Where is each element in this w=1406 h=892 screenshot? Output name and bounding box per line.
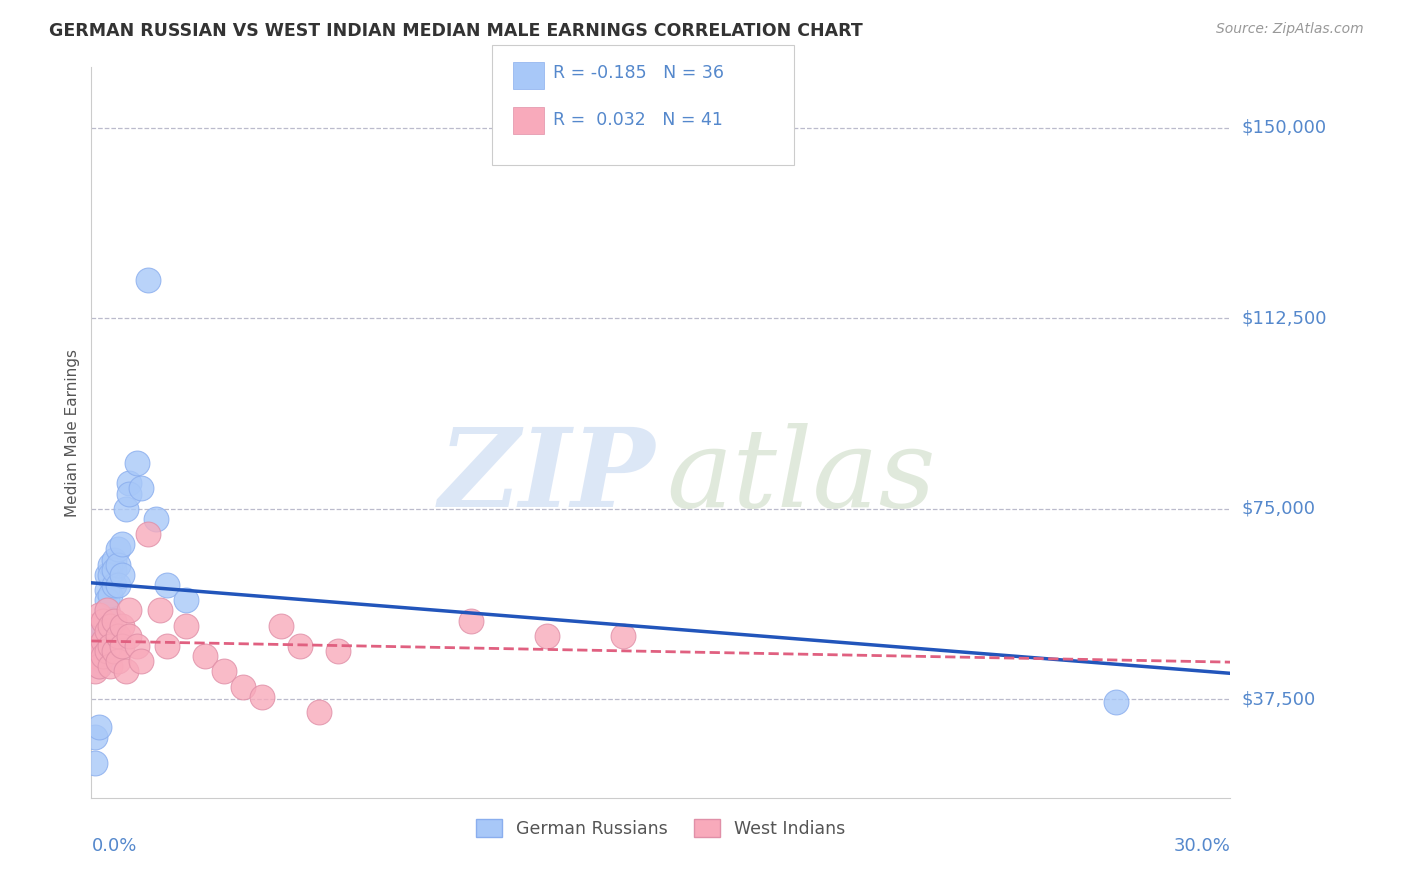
Point [87, 659, 110, 673]
Point [91, 654, 114, 668]
Point [98, 659, 121, 673]
Point [91, 639, 114, 653]
Point [250, 690, 273, 704]
Point [232, 680, 254, 694]
Point [84, 618, 107, 632]
Point [103, 644, 125, 658]
Point [96, 583, 118, 598]
Text: $37,500: $37,500 [1241, 690, 1316, 708]
Point [84, 756, 107, 770]
Text: Source: ZipAtlas.com: Source: ZipAtlas.com [1216, 22, 1364, 37]
Point [149, 603, 172, 617]
Y-axis label: Median Male Earnings: Median Male Earnings [65, 349, 80, 516]
Point [1105, 695, 1128, 709]
Point [107, 629, 129, 643]
Point [91, 618, 114, 632]
Point [118, 629, 141, 643]
Text: $150,000: $150,000 [1241, 119, 1326, 136]
Point [98, 639, 121, 653]
Point [156, 639, 179, 653]
Point [214, 665, 236, 679]
Point [194, 649, 217, 664]
Point [114, 665, 136, 679]
Point [103, 614, 125, 628]
Point [91, 633, 114, 648]
Text: 0.0%: 0.0% [91, 838, 136, 855]
Point [84, 665, 107, 679]
Point [96, 644, 118, 658]
Text: $112,500: $112,500 [1241, 310, 1327, 327]
Point [98, 614, 121, 628]
Text: R = -0.185   N = 36: R = -0.185 N = 36 [553, 64, 724, 82]
Point [87, 608, 110, 623]
Point [156, 578, 179, 592]
Point [125, 639, 148, 653]
Point [107, 578, 129, 592]
Point [87, 629, 110, 643]
Point [138, 527, 160, 541]
Point [96, 624, 118, 638]
Point [98, 588, 121, 602]
Point [270, 618, 292, 632]
Point [98, 618, 121, 632]
Point [96, 603, 118, 617]
Point [118, 603, 141, 617]
Point [145, 512, 167, 526]
Point [84, 649, 107, 664]
Text: R =  0.032   N = 41: R = 0.032 N = 41 [553, 111, 723, 128]
Point [103, 552, 125, 566]
Point [308, 705, 330, 719]
Point [98, 567, 121, 582]
Point [111, 537, 134, 551]
Point [129, 482, 152, 496]
Point [129, 654, 152, 668]
Point [326, 644, 349, 658]
Point [174, 593, 197, 607]
Point [87, 720, 110, 734]
Point [111, 567, 134, 582]
Point [536, 629, 558, 643]
Point [118, 476, 141, 491]
Point [107, 558, 129, 572]
Text: 30.0%: 30.0% [1174, 838, 1230, 855]
Point [111, 639, 134, 653]
Point [460, 614, 482, 628]
Point [87, 639, 110, 653]
Point [98, 558, 121, 572]
Point [118, 486, 141, 500]
Point [103, 578, 125, 592]
Point [111, 618, 134, 632]
Text: ZIP: ZIP [439, 423, 655, 530]
Point [103, 563, 125, 577]
Legend: German Russians, West Indians: German Russians, West Indians [470, 812, 852, 845]
Point [612, 629, 634, 643]
Point [107, 654, 129, 668]
Point [96, 567, 118, 582]
Text: $75,000: $75,000 [1241, 500, 1316, 518]
Text: atlas: atlas [666, 423, 936, 530]
Point [107, 542, 129, 557]
Point [87, 659, 110, 673]
Point [84, 649, 107, 664]
Point [91, 624, 114, 638]
Text: GERMAN RUSSIAN VS WEST INDIAN MEDIAN MALE EARNINGS CORRELATION CHART: GERMAN RUSSIAN VS WEST INDIAN MEDIAN MAL… [49, 22, 863, 40]
Point [91, 614, 114, 628]
Point [114, 501, 136, 516]
Point [174, 618, 197, 632]
Point [125, 456, 148, 470]
Point [91, 649, 114, 664]
Point [96, 593, 118, 607]
Point [84, 731, 107, 745]
Point [290, 639, 312, 653]
Point [138, 273, 160, 287]
Point [96, 603, 118, 617]
